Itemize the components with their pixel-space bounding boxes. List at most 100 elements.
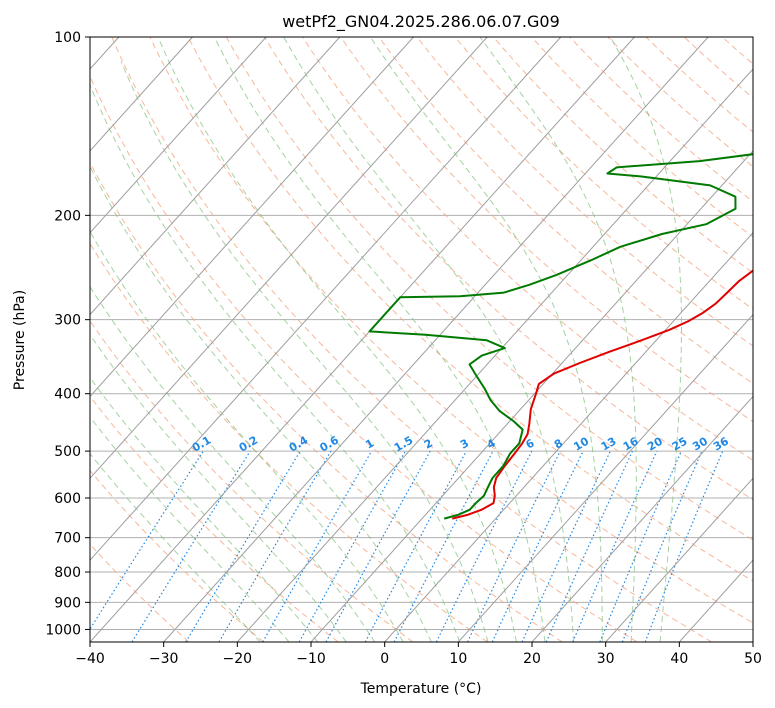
moist-adiabat bbox=[120, 61, 489, 642]
isotherm-line bbox=[752, 641, 753, 642]
mixing-ratio-line bbox=[599, 450, 682, 642]
isotherm-line bbox=[384, 231, 753, 642]
moist-adiabat bbox=[90, 165, 432, 642]
mixing-ratio-line bbox=[131, 450, 251, 642]
isotherm-line bbox=[605, 477, 753, 642]
mixing-ratio-line bbox=[545, 450, 634, 642]
background-lines bbox=[90, 37, 775, 642]
x-tick-label: 20 bbox=[523, 651, 541, 667]
x-tick-label: 40 bbox=[670, 651, 688, 667]
dry-adiabat bbox=[264, 37, 753, 501]
mixing-ratio-label: 2 bbox=[422, 437, 435, 452]
y-tick-label: 500 bbox=[54, 444, 81, 460]
dry-adiabat bbox=[761, 37, 775, 642]
moist-adiabat bbox=[369, 37, 603, 642]
dry-adiabat bbox=[225, 37, 753, 541]
dry-adiabat bbox=[90, 161, 563, 642]
dewpoint-profile bbox=[368, 153, 753, 520]
dry-adiabat bbox=[90, 469, 264, 642]
isotherm-line bbox=[236, 68, 753, 642]
dry-adiabat bbox=[90, 395, 339, 642]
isotherm-line bbox=[90, 37, 414, 398]
y-tick-label: 100 bbox=[54, 30, 81, 46]
dry-adiabat bbox=[607, 37, 753, 168]
isotherm-line bbox=[90, 37, 193, 152]
dry-adiabat bbox=[378, 37, 753, 384]
dry-adiabat bbox=[416, 37, 753, 347]
isotherm-line bbox=[90, 37, 341, 316]
plot-frame bbox=[89, 36, 754, 643]
x-tick-label: −20 bbox=[223, 651, 253, 667]
isotherm-line bbox=[90, 37, 488, 480]
mixing-ratio-line bbox=[185, 450, 301, 642]
mixing-ratio-line bbox=[218, 450, 332, 642]
y-tick-label: 800 bbox=[54, 565, 81, 581]
dry-adiabat bbox=[90, 75, 638, 642]
x-tick-label: 0 bbox=[380, 651, 389, 667]
dry-adiabat bbox=[90, 320, 414, 642]
moist-adiabat bbox=[213, 37, 546, 642]
axes: −40 −30 −20 −10 0 10 20 30 40 50 100 200 300 400 500 60… bbox=[45, 30, 762, 667]
mixing-ratio-line bbox=[491, 450, 584, 642]
mixing-ratio-line bbox=[521, 450, 611, 642]
y-axis-label: Pressure (hPa) bbox=[12, 290, 28, 390]
moist-adiabat bbox=[609, 37, 683, 642]
dry-adiabat bbox=[149, 37, 753, 624]
dry-adiabat bbox=[454, 37, 753, 310]
dry-adiabat bbox=[90, 242, 488, 642]
x-axis-label: Temperature (°C) bbox=[360, 681, 482, 697]
isotherm-line bbox=[678, 559, 753, 642]
y-tick-label: 700 bbox=[54, 531, 81, 547]
moist-adiabat bbox=[479, 37, 637, 642]
moist-adiabat bbox=[157, 37, 517, 642]
mixing-ratio-line bbox=[435, 450, 533, 642]
y-tick-label: 1000 bbox=[45, 622, 81, 638]
mixing-ratio-label: 1 bbox=[363, 437, 376, 452]
mixing-ratio-line bbox=[621, 450, 703, 642]
mixing-ratio-label: 3 bbox=[458, 437, 471, 452]
dry-adiabat bbox=[645, 37, 753, 133]
moist-adiabat bbox=[90, 416, 290, 642]
y-tick-label: 600 bbox=[54, 491, 81, 507]
isotherm-line bbox=[531, 395, 753, 642]
mixing-ratio-line bbox=[298, 450, 406, 642]
x-tick-label: 30 bbox=[597, 651, 615, 667]
temperature-profile bbox=[452, 269, 753, 520]
isotherm-line bbox=[163, 37, 709, 642]
isotherm-line bbox=[457, 313, 753, 642]
isotherm-line bbox=[90, 37, 562, 561]
y-tick-label: 900 bbox=[54, 595, 81, 611]
mixing-ratio-line bbox=[364, 450, 467, 642]
mixing-ratio-line bbox=[572, 450, 658, 642]
mixing-ratio-line bbox=[466, 450, 561, 642]
dry-adiabat bbox=[683, 37, 753, 99]
isotherm-line bbox=[310, 150, 753, 642]
moist-adiabat bbox=[90, 376, 319, 642]
dry-adiabat bbox=[187, 37, 753, 582]
mixing-ratio-label: 6 bbox=[523, 436, 536, 451]
dry-adiabat bbox=[531, 37, 753, 238]
sounding-profiles bbox=[368, 153, 753, 520]
dry-adiabat bbox=[90, 543, 190, 642]
x-tick-label: 10 bbox=[449, 651, 467, 667]
isotherm-line bbox=[90, 37, 635, 642]
y-tick-label: 200 bbox=[54, 208, 81, 224]
moist-adiabat bbox=[90, 333, 347, 642]
moist-adiabat bbox=[90, 285, 376, 642]
x-tick-label: −30 bbox=[149, 651, 179, 667]
chart-title: wetPf2_GN04.2025.286.06.07.G09 bbox=[282, 12, 560, 32]
y-tick-label: 400 bbox=[54, 387, 81, 403]
dry-adiabat bbox=[493, 37, 753, 274]
dry-adiabat bbox=[340, 37, 753, 423]
x-tick-label: 50 bbox=[744, 651, 762, 667]
x-tick-label: −10 bbox=[296, 651, 326, 667]
moist-adiabat bbox=[283, 37, 575, 642]
dry-adiabat bbox=[111, 37, 712, 642]
mixing-ratio-line bbox=[644, 450, 724, 642]
mixing-ratio-line bbox=[90, 450, 204, 631]
mixing-ratio-label: 4 bbox=[485, 436, 498, 451]
moist-adiabat bbox=[90, 452, 261, 642]
isotherm-line bbox=[90, 37, 267, 234]
moist-adiabat bbox=[90, 230, 404, 642]
